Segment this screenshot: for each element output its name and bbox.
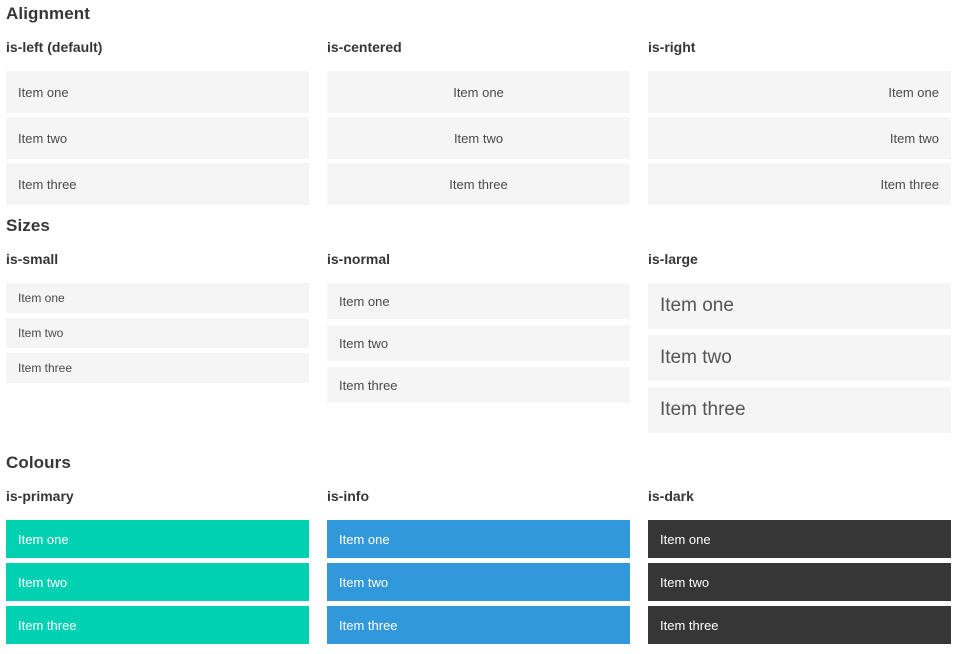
list-item: Item two xyxy=(648,335,951,381)
list-item: Item two xyxy=(327,117,630,159)
variant-heading-is-primary: is-primary xyxy=(6,488,74,504)
list-is-centered: Item one Item two Item three xyxy=(327,71,630,205)
variant-heading-is-dark: is-dark xyxy=(648,488,694,504)
section-title-alignment: Alignment xyxy=(6,4,91,23)
variant-heading-is-small: is-small xyxy=(6,251,59,267)
variant-heading-is-info: is-info xyxy=(327,488,369,504)
section-title-sizes: Sizes xyxy=(6,216,50,235)
list-item: Item three xyxy=(6,163,309,205)
list-item: Item two xyxy=(648,563,951,601)
list-item: Item one xyxy=(327,520,630,558)
column-is-right: is-right Item one Item two Item three xyxy=(648,39,951,209)
list-item: Item one xyxy=(648,520,951,558)
list-item: Item two xyxy=(6,318,309,348)
list-item: Item one xyxy=(327,71,630,113)
list-item: Item one xyxy=(648,71,951,113)
list-item: Item three xyxy=(327,367,630,403)
list-is-small: Item one Item two Item three xyxy=(6,283,309,383)
section-title-colours: Colours xyxy=(6,453,71,472)
colours-row: is-primary Item one Item two Item three is… xyxy=(6,488,951,649)
variant-heading-is-large: is-large xyxy=(648,251,698,267)
list-item: Item three xyxy=(648,387,951,433)
variant-heading-is-normal: is-normal xyxy=(327,251,391,267)
list-item: Item two xyxy=(648,117,951,159)
list-is-info: Item one Item two Item three xyxy=(327,520,630,644)
column-is-small: is-small Item one Item two Item three xyxy=(6,251,309,388)
list-item: Item one xyxy=(648,283,951,329)
list-item: Item two xyxy=(327,325,630,361)
column-is-info: is-info Item one Item two Item three xyxy=(327,488,630,649)
list-item: Item three xyxy=(327,163,630,205)
list-item: Item two xyxy=(327,563,630,601)
list-is-dark: Item one Item two Item three xyxy=(648,520,951,644)
list-is-left: Item one Item two Item three xyxy=(6,71,309,205)
column-is-normal: is-normal Item one Item two Item three xyxy=(327,251,630,409)
list-item: Item three xyxy=(6,353,309,383)
list-item: Item three xyxy=(6,606,309,644)
column-is-primary: is-primary Item one Item two Item three xyxy=(6,488,309,649)
column-is-large: is-large Item one Item two Item three xyxy=(648,251,951,439)
list-item: Item two xyxy=(6,117,309,159)
column-is-centered: is-centered Item one Item two Item three xyxy=(327,39,630,209)
alignment-row: is-left (default) Item one Item two Item t… xyxy=(6,39,951,209)
list-item: Item three xyxy=(648,163,951,205)
variant-heading-is-left: is-left (default) xyxy=(6,39,103,55)
list-item: Item one xyxy=(6,283,309,313)
variant-heading-is-centered: is-centered xyxy=(327,39,402,55)
list-is-large: Item one Item two Item three xyxy=(648,283,951,433)
list-item: Item three xyxy=(648,606,951,644)
list-item: Item three xyxy=(327,606,630,644)
list-is-primary: Item one Item two Item three xyxy=(6,520,309,644)
column-is-left: is-left (default) Item one Item two Item t… xyxy=(6,39,309,209)
column-is-dark: is-dark Item one Item two Item three xyxy=(648,488,951,649)
list-item: Item two xyxy=(6,563,309,601)
sizes-row: is-small Item one Item two Item three is-n… xyxy=(6,251,951,439)
list-is-normal: Item one Item two Item three xyxy=(327,283,630,403)
variant-heading-is-right: is-right xyxy=(648,39,696,55)
list-item: Item one xyxy=(6,71,309,113)
list-item: Item one xyxy=(327,283,630,319)
list-item: Item one xyxy=(6,520,309,558)
list-is-right: Item one Item two Item three xyxy=(648,71,951,205)
